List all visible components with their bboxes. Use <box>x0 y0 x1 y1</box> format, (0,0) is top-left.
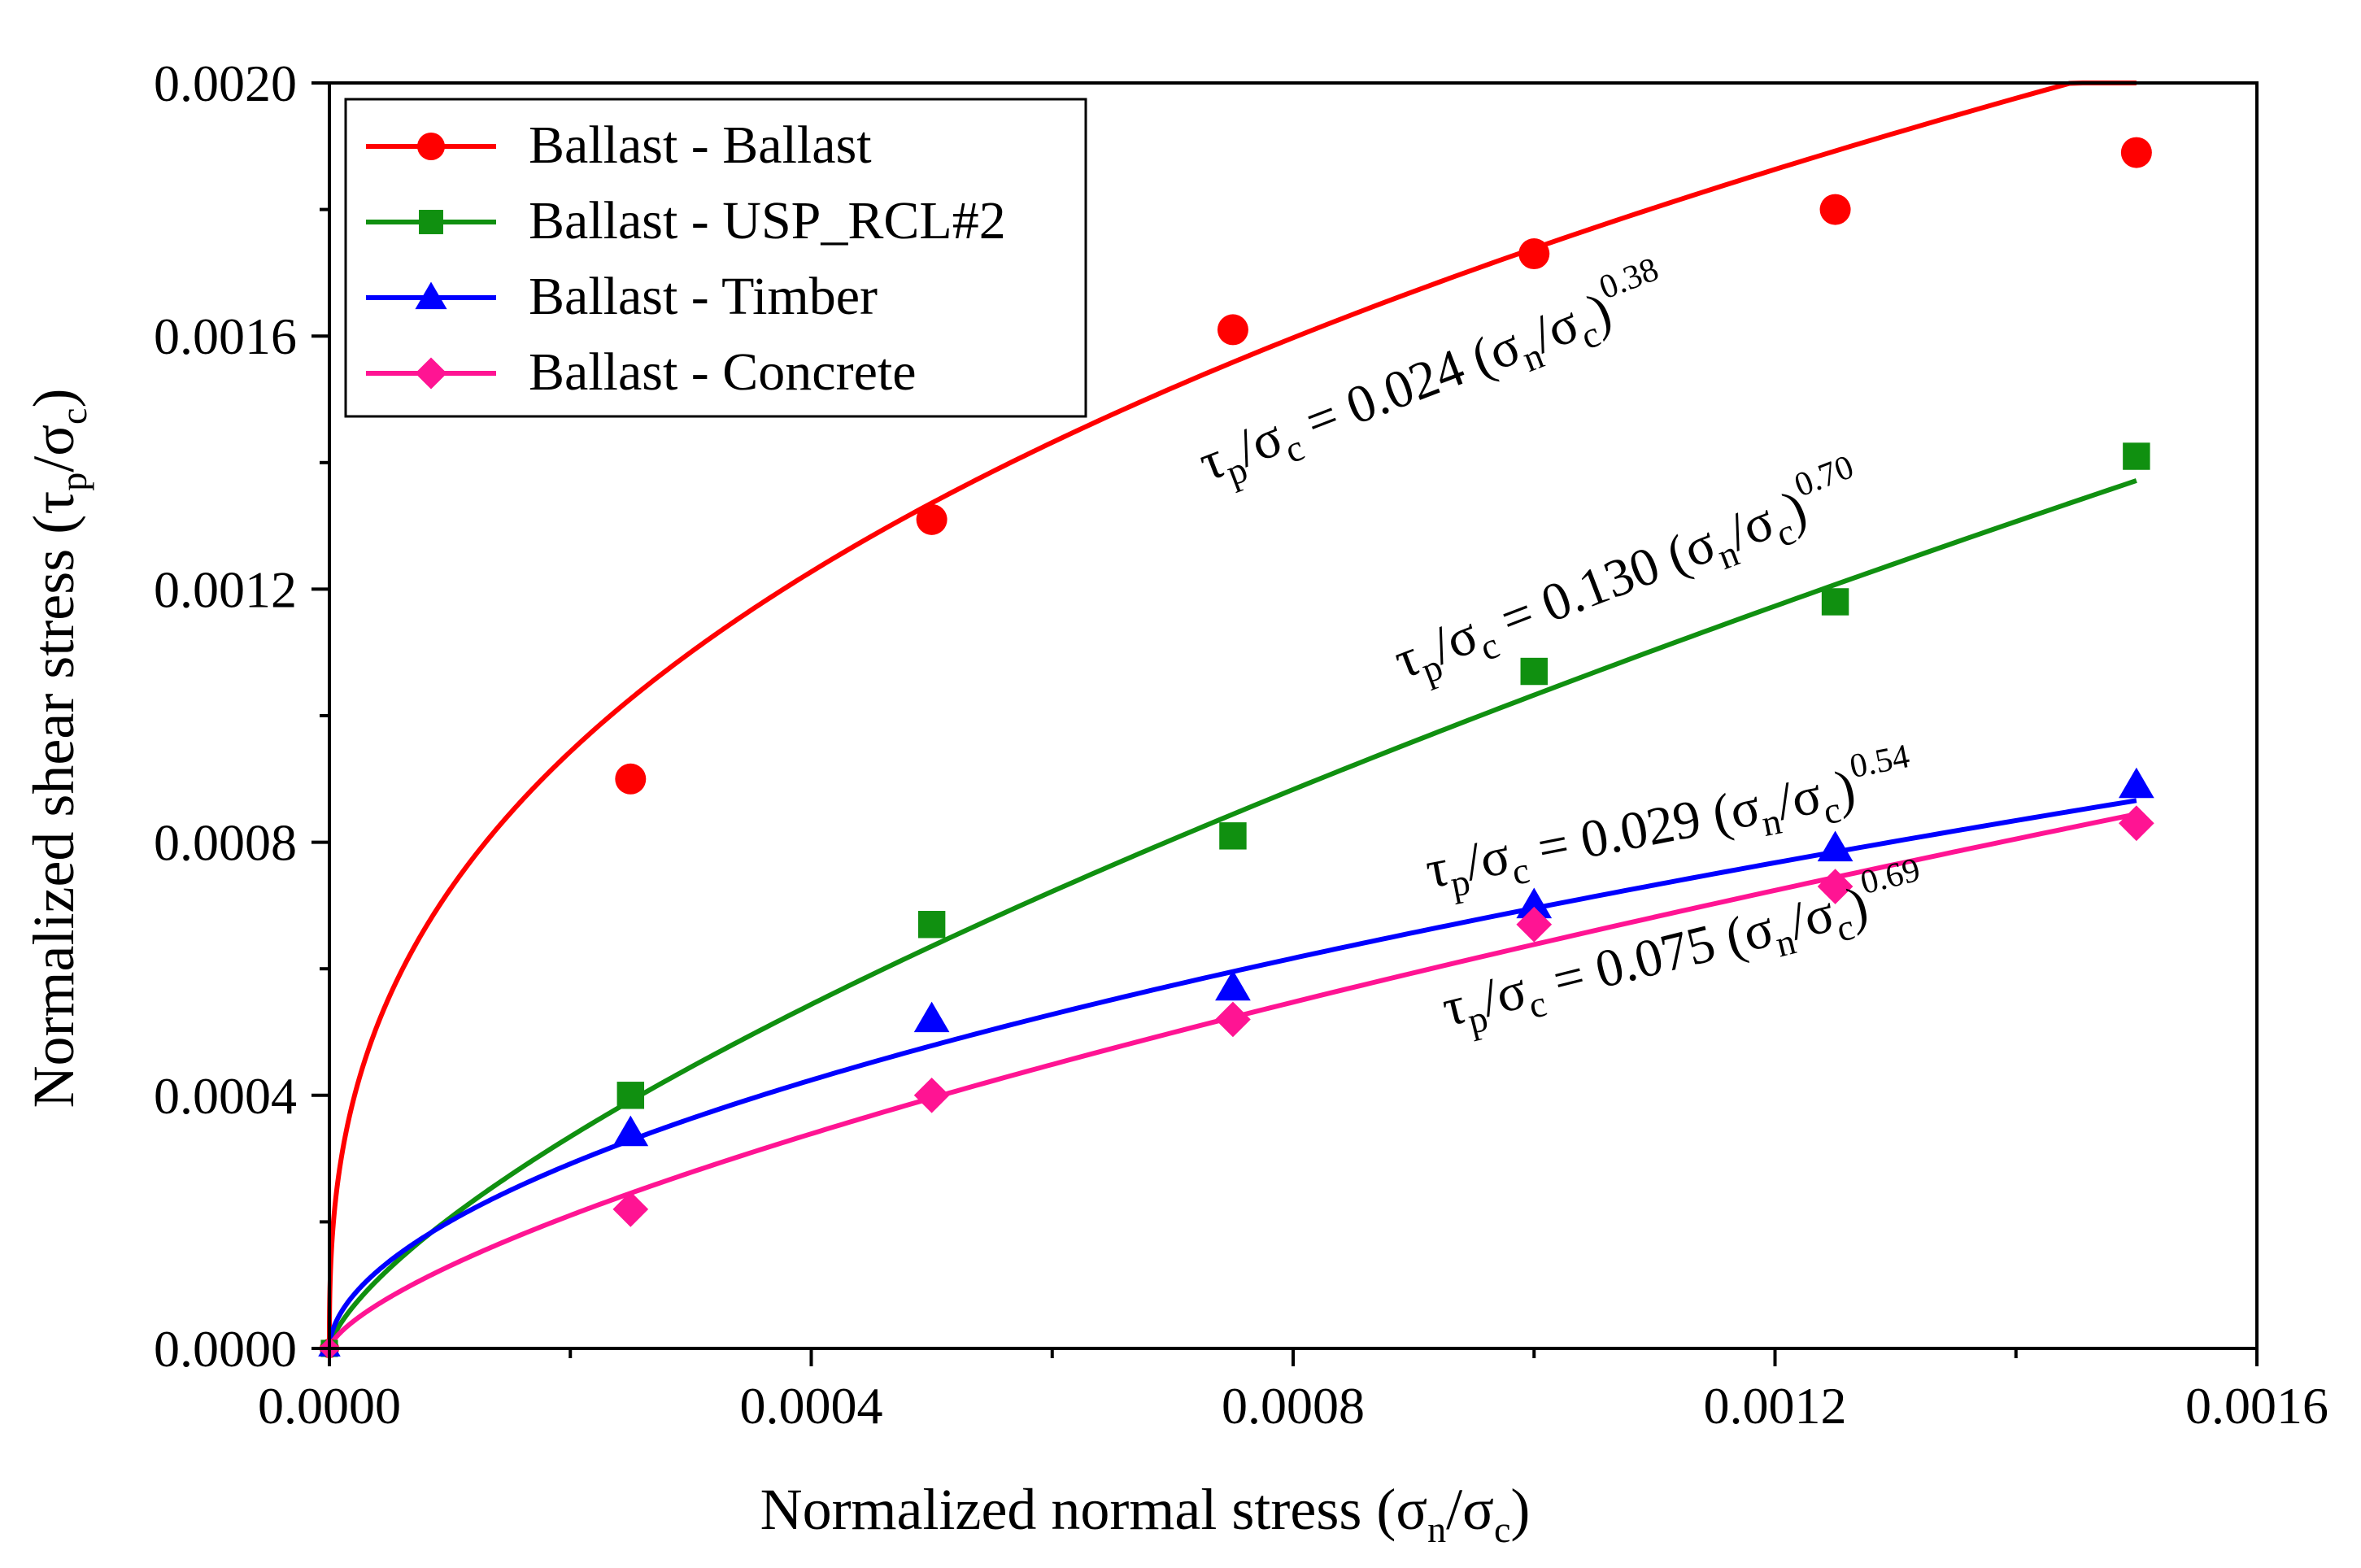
y-axis-ticks: 0.0000 0.0004 0.0008 0.0012 0.0016 0.0020 <box>154 54 329 1378</box>
fit-curve-series-3 <box>327 812 2137 1349</box>
data-point-series-1-4 <box>1821 588 1849 616</box>
data-markers <box>318 137 2154 1360</box>
legend-marker-series-0 <box>417 133 445 160</box>
data-point-series-3-3 <box>1516 906 1553 943</box>
data-point-series-3-0 <box>612 1191 649 1227</box>
data-point-series-1-5 <box>2123 442 2150 470</box>
legend-marker-series-3 <box>415 357 447 390</box>
legend-box <box>344 98 1087 418</box>
legend-label-ballast-concrete: Ballast - Concrete <box>529 342 917 402</box>
x-tick-label: 0.0000 <box>258 1377 401 1435</box>
x-tick-label: 0.0012 <box>1704 1377 1847 1435</box>
data-point-series-0-1 <box>916 503 947 535</box>
data-point-series-0-3 <box>1518 238 1550 270</box>
data-point-series-3-1 <box>913 1077 950 1113</box>
data-point-series-2-3 <box>1516 887 1553 919</box>
legend-marker-series-1 <box>419 210 443 234</box>
data-point-series-3-5 <box>2119 805 2154 842</box>
legend-label-ballast-usp: Ballast - USP_RCL#2 <box>529 191 1006 250</box>
fit-curves <box>327 81 2137 1349</box>
data-point-series-0-0 <box>615 763 647 795</box>
data-point-series-1-1 <box>917 911 946 939</box>
data-point-series-1-3 <box>1520 657 1548 686</box>
x-axis-ticks: 0.0000 0.0004 0.0008 0.0012 0.0016 <box>258 1348 2328 1435</box>
legend-label-ballast-timber: Ballast - Timber <box>529 267 878 326</box>
fit-curve-series-2 <box>327 798 2137 1348</box>
x-tick-label: 0.0016 <box>2185 1377 2328 1435</box>
y-tick-label: 0.0004 <box>154 1067 297 1125</box>
x-tick-label: 0.0004 <box>740 1377 883 1435</box>
data-point-series-0-2 <box>1217 314 1248 346</box>
data-point-series-2-0 <box>612 1115 649 1147</box>
legend-swatches <box>366 133 496 390</box>
y-axis-title: Normalized shear stress (τp/σc) <box>21 389 94 1108</box>
y-tick-label: 0.0020 <box>154 54 297 112</box>
data-point-series-1-0 <box>616 1082 645 1109</box>
data-point-series-2-4 <box>1817 830 1854 862</box>
x-tick-label: 0.0008 <box>1222 1377 1365 1435</box>
data-point-series-0-4 <box>1819 194 1851 225</box>
data-point-series-0-5 <box>2120 137 2152 168</box>
data-point-series-2-2 <box>1215 969 1251 1001</box>
y-tick-label: 0.0012 <box>154 560 297 618</box>
legend: Ballast - Ballast Ballast - USP_RCL#2 Ba… <box>344 98 1087 418</box>
legend-marker-series-2 <box>415 281 447 310</box>
fit-curve-series-0 <box>327 81 2137 1348</box>
fit-curve-series-1 <box>327 478 2137 1349</box>
x-axis-title: Normalized normal stress (σn/σc) <box>760 1477 1531 1550</box>
data-point-series-2-1 <box>913 1001 950 1033</box>
y-tick-label: 0.0008 <box>154 814 297 872</box>
legend-label-ballast-ballast: Ballast - Ballast <box>529 115 872 175</box>
y-tick-label: 0.0016 <box>154 307 297 365</box>
data-point-series-3-4 <box>1817 869 1854 904</box>
data-point-series-1-2 <box>1219 822 1247 850</box>
y-tick-label: 0.0000 <box>154 1320 297 1378</box>
svg-text:τp/σc = 0.130 (σn/σc)0.70: τp/σc = 0.130 (σn/σc)0.70 <box>1383 448 1873 699</box>
equation-ballast-usp: τp/σc = 0.130 (σn/σc)0.70 <box>1383 448 1873 699</box>
data-point-series-3-2 <box>1215 1001 1251 1038</box>
data-point-series-2-5 <box>2119 767 2154 799</box>
